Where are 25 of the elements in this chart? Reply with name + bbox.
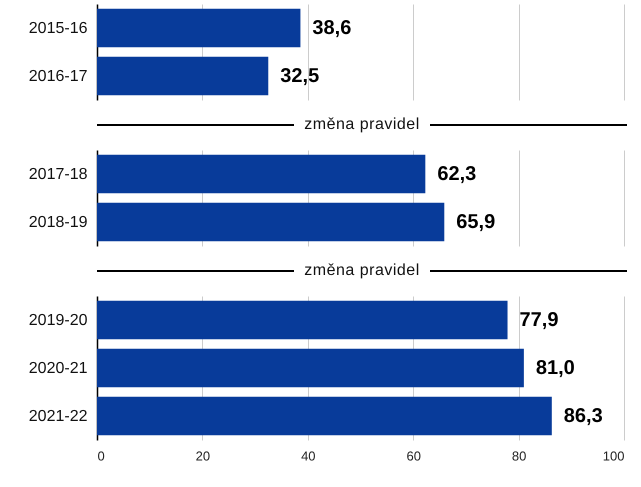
bar xyxy=(97,300,508,340)
chart-title: změna pravidel xyxy=(303,262,421,280)
data-label: 77,9 xyxy=(520,309,558,331)
data-label: 62,3 xyxy=(437,163,476,185)
data-label: 65,9 xyxy=(456,211,496,233)
y-tick-label: 2020-21 xyxy=(28,360,88,377)
chart-title: změna pravidel xyxy=(303,116,421,134)
x-tick-label: 60 xyxy=(406,448,421,464)
y-tick-label: 2018-19 xyxy=(28,214,88,231)
y-tick-label: 2016-17 xyxy=(28,68,88,85)
x-tick-label: 100 xyxy=(602,448,624,464)
x-tick-label: 40 xyxy=(301,448,316,464)
x-tick-label: 0 xyxy=(98,448,105,464)
bar xyxy=(97,396,552,436)
data-label: 86,3 xyxy=(564,405,603,427)
data-label: 32,5 xyxy=(280,65,320,87)
bar xyxy=(97,348,524,388)
x-tick-label: 20 xyxy=(196,448,210,464)
data-label: 81,0 xyxy=(536,357,575,379)
data-label: 38,6 xyxy=(312,17,352,39)
y-tick-label: 2015-16 xyxy=(28,20,88,37)
y-tick-label: 2019-20 xyxy=(28,312,88,329)
y-tick-label: 2017-18 xyxy=(28,166,88,183)
x-tick-label: 80 xyxy=(512,448,526,464)
y-tick-label: 2021-22 xyxy=(28,408,88,425)
